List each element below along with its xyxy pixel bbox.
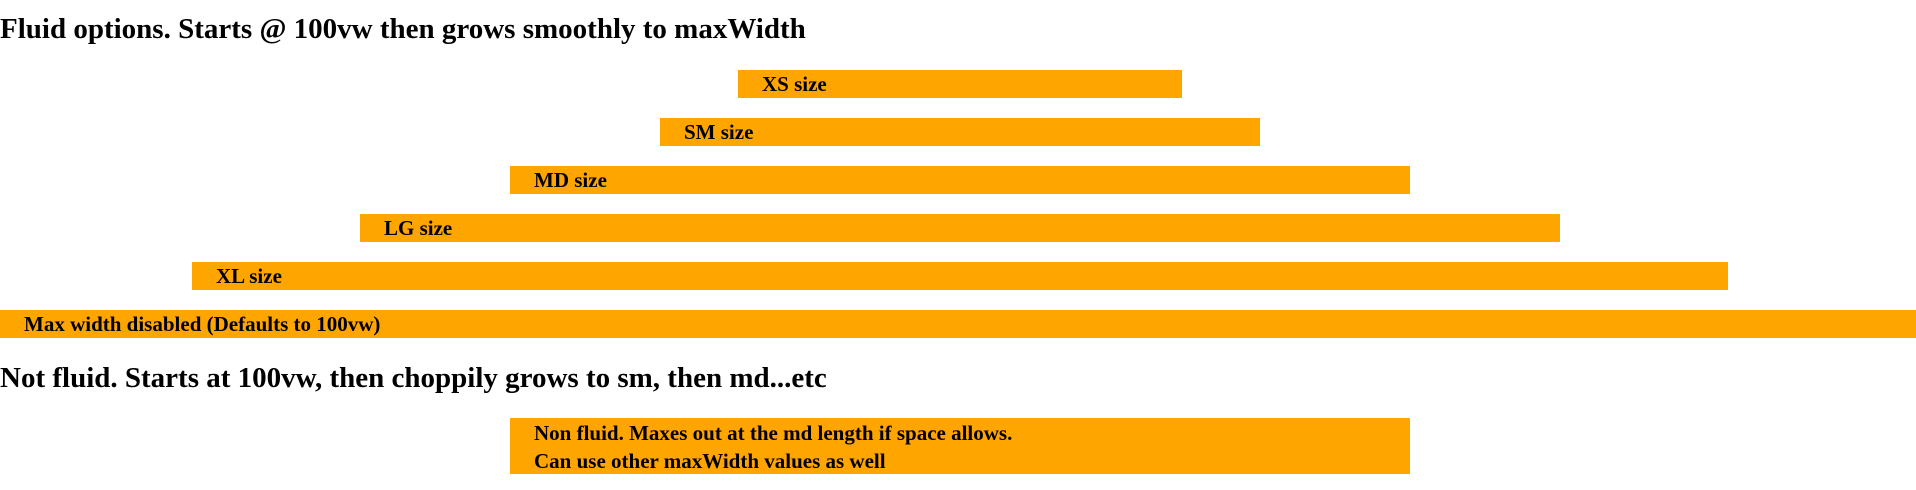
non-fluid-bar: Non fluid. Maxes out at the md length if… [510, 418, 1410, 474]
max-width-disabled-bar: Max width disabled (Defaults to 100vw) [0, 310, 1916, 338]
xs-size-bar: XS size [738, 70, 1182, 98]
non-fluid-bar-line-1: Non fluid. Maxes out at the md length if… [534, 421, 1013, 445]
non-fluid-section-heading: Not fluid. Starts at 100vw, then choppil… [0, 362, 827, 394]
md-size-bar: MD size [510, 166, 1410, 194]
non-fluid-bar-line-2: Can use other maxWidth values as well [534, 449, 886, 473]
fluid-section-heading: Fluid options. Starts @ 100vw then grows… [0, 13, 806, 45]
sm-size-bar: SM size [660, 118, 1260, 146]
lg-size-bar: LG size [360, 214, 1560, 242]
xl-size-bar: XL size [192, 262, 1728, 290]
